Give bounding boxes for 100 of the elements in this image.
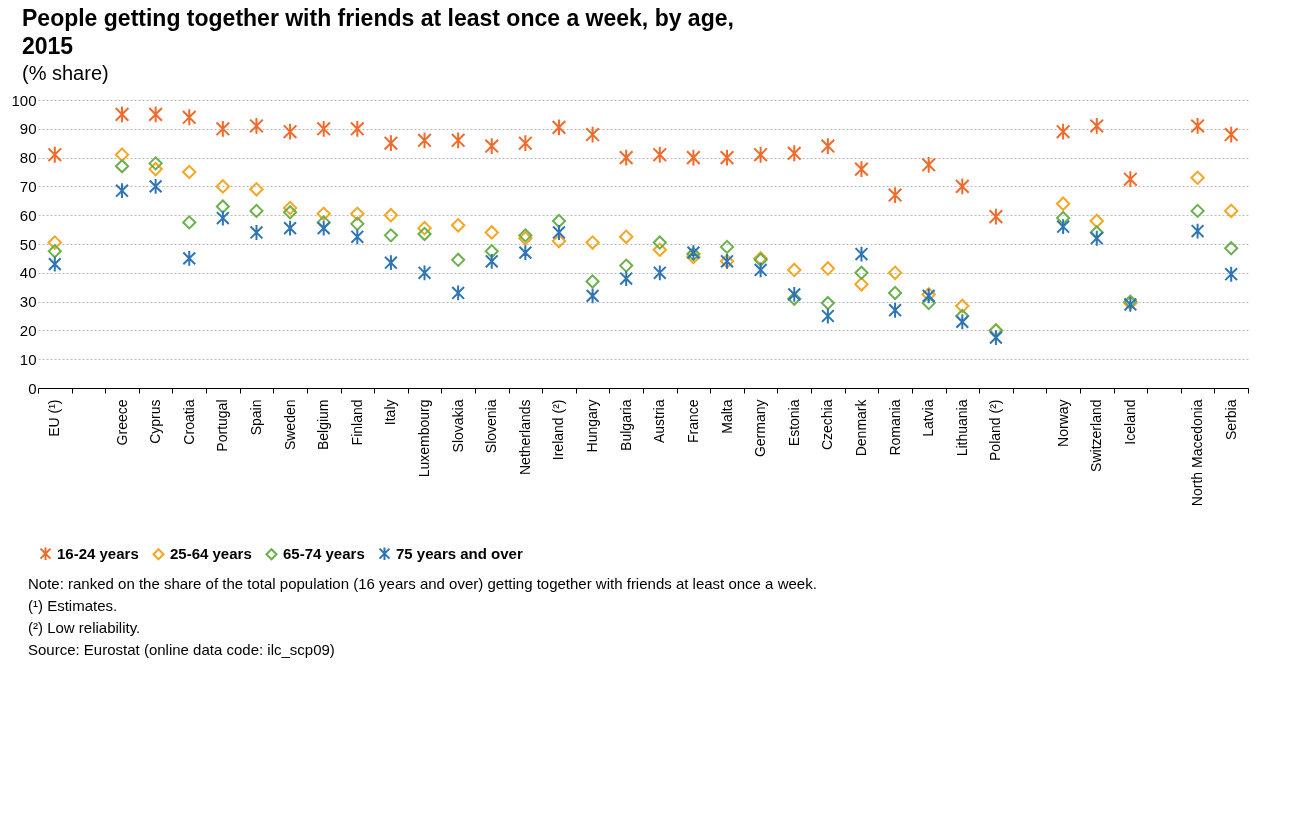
point <box>652 264 667 282</box>
point <box>350 216 365 231</box>
point <box>820 137 836 155</box>
point <box>1123 170 1138 189</box>
point <box>249 182 264 197</box>
x-tick-label: Lithuania <box>953 399 970 457</box>
point <box>1089 225 1104 240</box>
point <box>417 131 432 150</box>
point <box>115 182 129 200</box>
point <box>719 148 735 167</box>
point <box>316 215 331 230</box>
x-tick-label: Ireland (²) <box>550 399 567 461</box>
x-tick-label: Italy <box>382 399 399 426</box>
point <box>753 261 768 279</box>
x-tick-label: Latvia <box>920 399 937 437</box>
point <box>182 215 197 230</box>
point <box>955 308 970 324</box>
point <box>585 287 600 305</box>
point <box>619 258 634 273</box>
point <box>1224 203 1239 219</box>
point <box>215 119 231 138</box>
point <box>988 207 1004 226</box>
point <box>552 224 566 241</box>
chart-title: People getting together with friends at least once a week, by age, 2015 <box>22 4 735 60</box>
point <box>484 225 499 240</box>
point <box>551 233 567 249</box>
x-tick-label: Germany <box>752 399 769 458</box>
point <box>1089 213 1104 229</box>
x-tick-label: Poland (²) <box>987 399 1004 461</box>
point <box>1223 125 1239 144</box>
point <box>1056 218 1071 236</box>
point <box>585 125 600 144</box>
point <box>888 301 902 319</box>
point <box>114 105 130 124</box>
point <box>484 252 499 270</box>
point <box>619 229 634 244</box>
point <box>1190 170 1205 185</box>
point <box>854 160 869 179</box>
point <box>215 179 231 194</box>
x-tick-label: Denmark <box>852 398 869 457</box>
x-tick-label: Slovakia <box>449 399 466 453</box>
x-tick-label: North Macedonia <box>1189 399 1206 507</box>
x-tick-label: France <box>684 399 701 444</box>
point <box>316 119 332 138</box>
y-tick-label: 80 <box>19 149 37 167</box>
x-tick-label: Malta <box>718 399 735 434</box>
point <box>316 206 331 221</box>
point <box>786 144 802 163</box>
point <box>249 203 264 218</box>
y-tick-label: 20 <box>19 321 37 339</box>
point <box>619 270 634 287</box>
point <box>215 199 230 214</box>
x-tick-label: Luxembourg <box>416 399 433 478</box>
y-tick-label: 10 <box>19 350 37 368</box>
point <box>585 235 600 250</box>
point <box>47 235 62 250</box>
point <box>114 147 130 162</box>
x-tick-label: Croatia <box>180 399 197 445</box>
point <box>1190 203 1205 218</box>
point <box>887 186 903 204</box>
y-tick-label: 90 <box>19 120 37 138</box>
point <box>1055 196 1071 211</box>
x-tick-label: Romania <box>886 399 903 456</box>
point <box>887 265 903 280</box>
point <box>820 307 835 325</box>
text: (²) Low reliability. <box>28 618 142 638</box>
point <box>383 208 399 223</box>
point <box>148 178 163 195</box>
point <box>1089 229 1104 247</box>
x-tick-label: Cyprus <box>147 399 164 444</box>
x-tick-label: Greece <box>113 399 130 446</box>
point <box>652 145 668 164</box>
point <box>450 218 466 233</box>
text: (¹) Estimates. <box>28 596 119 616</box>
x-tick-label: Netherlands <box>516 399 533 475</box>
point <box>283 205 298 220</box>
point <box>652 242 667 257</box>
point <box>618 148 634 167</box>
point <box>47 255 62 273</box>
x-tick-label: Austria <box>651 399 668 444</box>
legend-label: 16-24 years <box>57 544 139 562</box>
point <box>182 164 197 180</box>
point <box>282 122 298 141</box>
legend-label: 75 years and over <box>396 544 523 562</box>
point <box>888 285 903 301</box>
point <box>1224 241 1239 256</box>
y-tick-label: 40 <box>19 264 37 282</box>
point <box>451 252 466 267</box>
point <box>719 239 735 254</box>
point <box>854 265 869 280</box>
legend-label: 65-74 years <box>283 545 365 563</box>
x-tick-label: Bulgaria <box>617 399 634 451</box>
point <box>989 329 1003 346</box>
point <box>383 228 398 243</box>
point <box>249 224 264 241</box>
point <box>148 105 163 124</box>
text: Note: ranked on the share of the total population (16 years and over) getting together with friends at least once a week. <box>28 574 818 594</box>
point <box>181 108 197 127</box>
x-tick-label: Czechia <box>819 399 836 451</box>
x-tick-label: Switzerland <box>1088 399 1105 472</box>
